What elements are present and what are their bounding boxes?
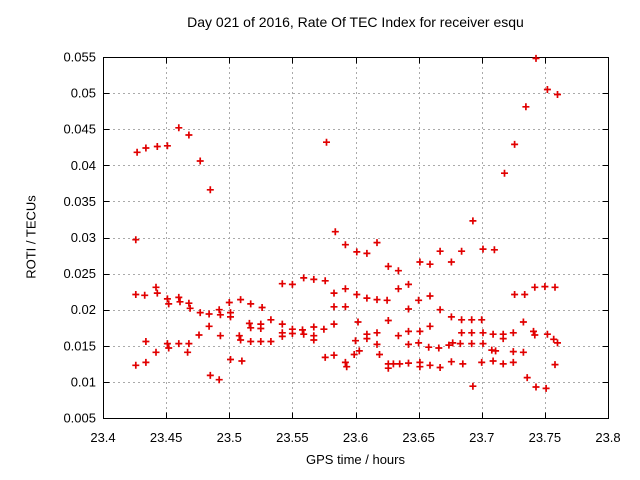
y-tick-label: 0.01	[71, 374, 96, 389]
y-tick-label: 0.05	[71, 86, 96, 101]
chart-title: Day 021 of 2016, Rate Of TEC Index for r…	[187, 14, 524, 30]
x-axis-label: GPS time / hours	[306, 452, 405, 467]
y-tick-label: 0.02	[71, 302, 96, 317]
x-tick-label: 23.45	[150, 430, 183, 445]
y-tick-label: 0.035	[63, 194, 96, 209]
y-tick-label: 0.025	[63, 266, 96, 281]
x-tick-label: 23.8	[595, 430, 620, 445]
y-tick-label: 0.055	[63, 50, 96, 65]
y-tick-label: 0.045	[63, 122, 96, 137]
x-tick-label: 23.55	[276, 430, 309, 445]
x-tick-label: 23.7	[469, 430, 494, 445]
x-tick-label: 23.4	[90, 430, 115, 445]
x-tick-label: 23.65	[402, 430, 435, 445]
y-tick-label: 0.04	[71, 158, 96, 173]
y-tick-label: 0.005	[63, 411, 96, 426]
x-tick-label: 23.6	[343, 430, 368, 445]
x-tick-label: 23.5	[217, 430, 242, 445]
x-tick-label: 23.75	[529, 430, 562, 445]
y-tick-label: 0.015	[63, 338, 96, 353]
y-tick-label: 0.03	[71, 230, 96, 245]
tick-marks	[103, 57, 609, 419]
data-points	[132, 54, 561, 392]
